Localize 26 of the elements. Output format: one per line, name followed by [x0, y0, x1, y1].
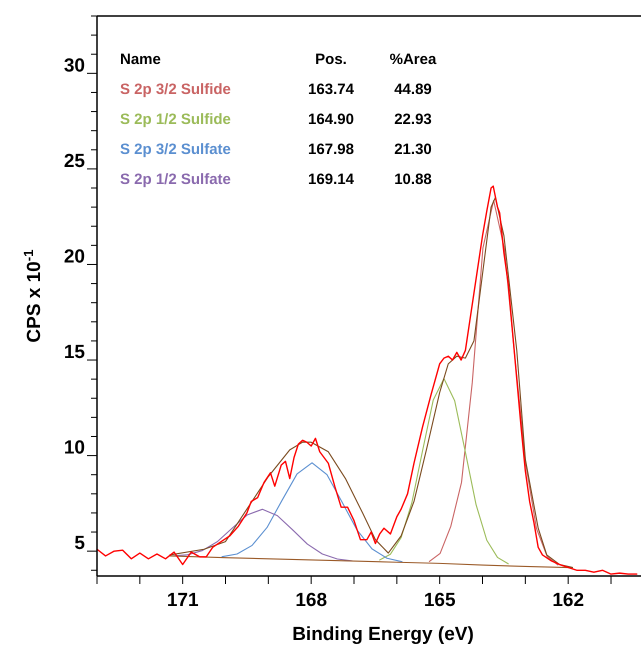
y-tick-label: 5 [74, 533, 86, 554]
text: S 2p 3/2 Sulfide [120, 81, 231, 98]
annotation: 10.88 [394, 171, 432, 188]
y-tick-label: 30 [64, 55, 85, 76]
annotation: 164.90 [308, 111, 354, 128]
annotation: 169.14 [308, 171, 355, 188]
annotation: Name [120, 51, 161, 68]
y-tick-label: 20 [64, 246, 85, 268]
annotation: 22.93 [394, 111, 432, 128]
x-tick-label: 165 [424, 590, 456, 611]
x-tick-label: 162 [552, 590, 584, 611]
annotation: 167.98 [308, 141, 354, 158]
y-tick-label: 10 [64, 438, 85, 459]
x-axis-title: Binding Energy (eV) [292, 624, 474, 645]
text: S 2p 1/2 Sulfide [120, 111, 231, 128]
text: S 2p 1/2 Sulfate [120, 171, 231, 188]
text: S 2p 3/2 Sulfate [120, 141, 231, 158]
annotation: %Area [390, 51, 437, 68]
annotation: 44.89 [394, 81, 432, 98]
annotation: 163.74 [308, 81, 355, 98]
x-tick-label: 171 [166, 590, 199, 611]
annotation: 21.30 [394, 141, 432, 158]
y-tick-label: 25 [64, 150, 86, 172]
x-tick-label: 168 [295, 590, 328, 611]
y-tick-label: 15 [64, 342, 86, 364]
annotation: Pos. [315, 51, 347, 68]
